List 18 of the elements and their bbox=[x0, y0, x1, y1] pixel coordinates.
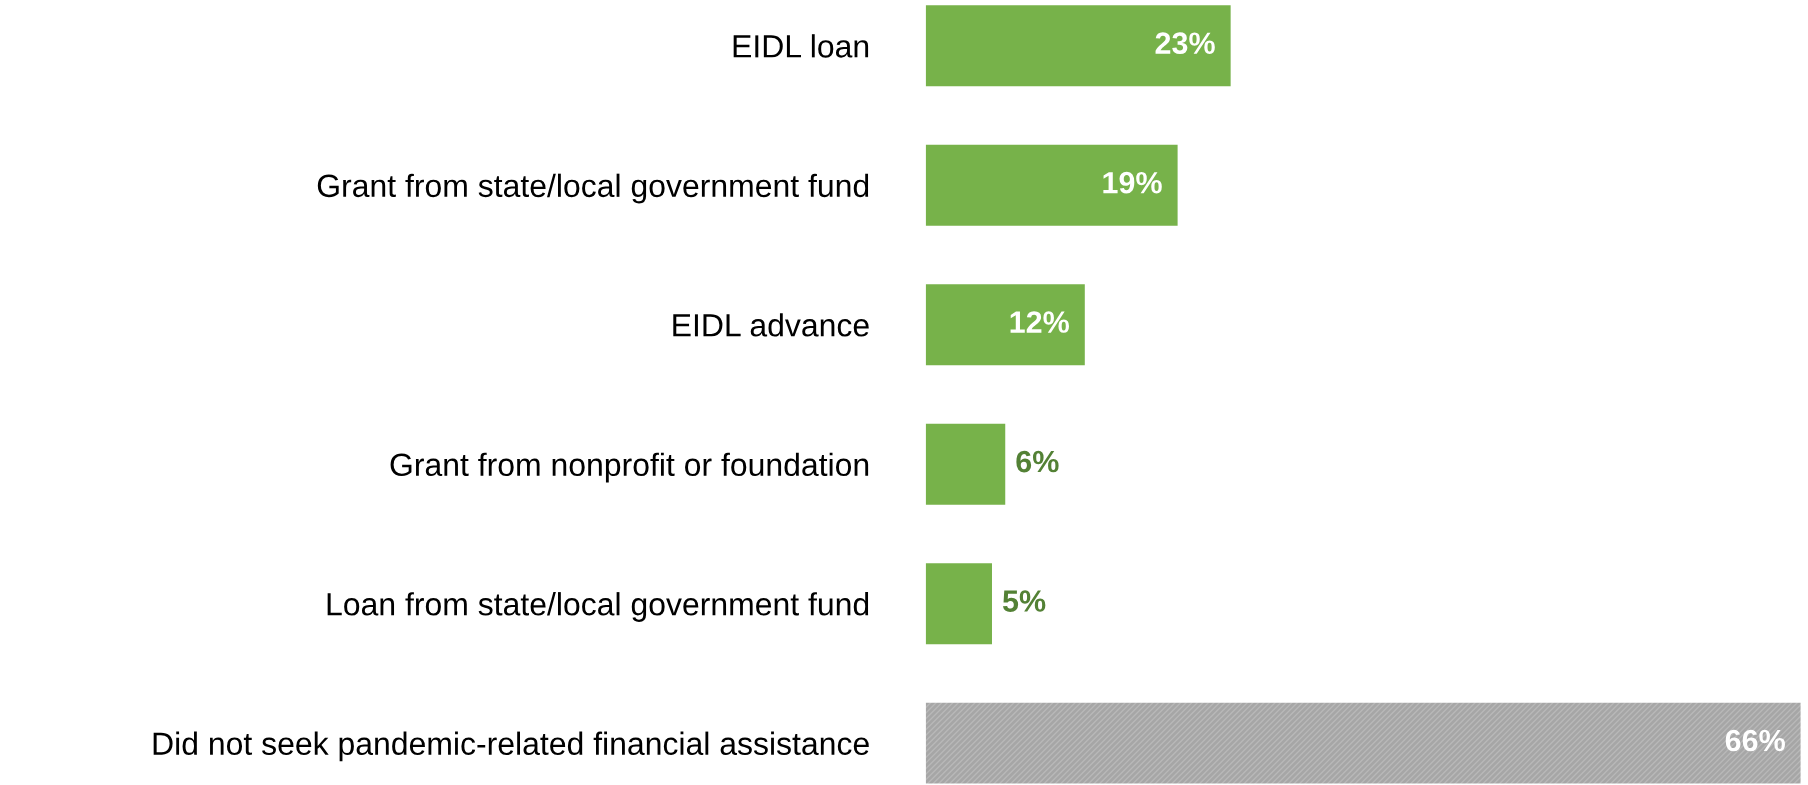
bar bbox=[925, 563, 992, 645]
bar bbox=[925, 144, 1178, 226]
y-tick-label: EIDL loan bbox=[733, 34, 869, 58]
bar bbox=[925, 702, 1801, 784]
bar bbox=[925, 423, 1006, 505]
data-label: 66% bbox=[1725, 729, 1785, 752]
data-label: 6% bbox=[1016, 450, 1059, 473]
y-tick-label: Did not seek pandemic-related financial assistance bbox=[153, 731, 869, 762]
data-label: 5% bbox=[1002, 590, 1046, 612]
y-tick-label: Grant from state/local government fund bbox=[317, 173, 869, 204]
bar bbox=[925, 5, 1231, 87]
data-label: 12% bbox=[1010, 311, 1069, 333]
y-tick-label: EIDL advance bbox=[673, 313, 869, 337]
data-label: 23% bbox=[1155, 32, 1215, 55]
y-tick-label: Grant from nonprofit or foundation bbox=[390, 452, 869, 483]
bar bbox=[925, 284, 1085, 366]
y-tick-label: Loan from state/local government fund bbox=[327, 592, 869, 622]
data-label: 19% bbox=[1103, 171, 1162, 194]
